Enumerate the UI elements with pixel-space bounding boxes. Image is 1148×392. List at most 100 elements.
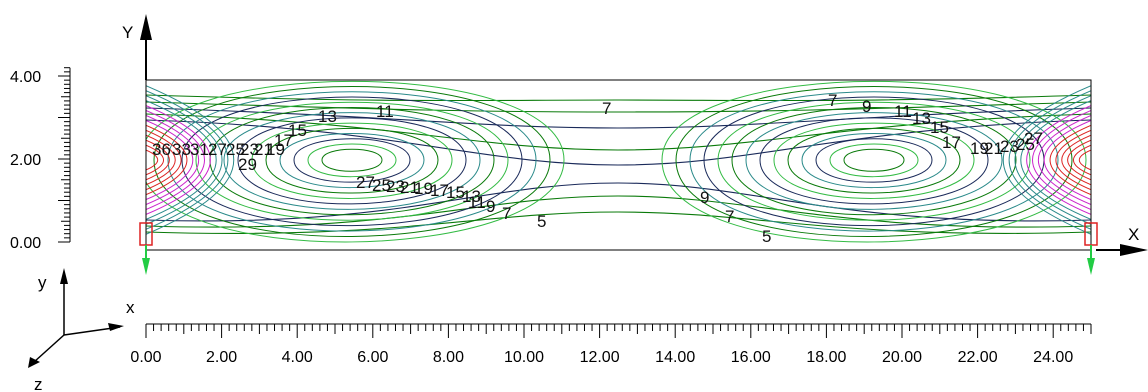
contour-fan-line: [1002, 85, 1091, 235]
contour-fan-line: [1026, 105, 1091, 215]
contour-loop: [223, 112, 481, 210]
contour-fan-line: [146, 100, 217, 220]
contour-fan-line: [146, 119, 194, 201]
contour-loop: [251, 122, 453, 199]
contour-loop: [731, 107, 1017, 216]
contour-loop: [209, 107, 495, 216]
global-x-axis: X: [1096, 225, 1148, 256]
local-x-label: x: [126, 298, 135, 317]
contour-label: 13: [318, 107, 337, 126]
contour-label: 7: [602, 99, 611, 118]
contour-loop: [829, 143, 919, 178]
contour-fan-line: [1067, 139, 1091, 181]
contour-label: 7: [502, 204, 511, 223]
beam-frame: [145, 79, 1092, 251]
contour-label: 11: [376, 102, 394, 121]
contour-loop: [237, 117, 467, 205]
contour-label: 9: [700, 188, 709, 207]
x-tick-label: 14.00: [655, 349, 695, 366]
x-tick-label: 2.00: [206, 349, 237, 366]
contour-fan-line: [1072, 144, 1091, 176]
contour-label: 23: [1000, 137, 1019, 156]
contour-fan-line: [146, 144, 165, 176]
contour-line: [146, 195, 1091, 228]
contour-line: [146, 182, 1091, 222]
x-tick-label: 8.00: [433, 349, 464, 366]
contour-label: 17: [430, 181, 449, 200]
local-z-label: z: [34, 375, 43, 392]
contour-label: 25: [226, 140, 245, 159]
contour-label: 11: [468, 193, 486, 212]
contour-label: 11: [894, 102, 912, 121]
contour-fan-line: [146, 95, 223, 225]
contour-fan-line: [146, 90, 229, 230]
x-tick-label: 12.00: [580, 349, 620, 366]
contour-fan-line: [1008, 90, 1091, 230]
x-tick-label: 24.00: [1033, 349, 1073, 366]
y-tick-label: 4.00: [10, 69, 41, 86]
contour-label: 25: [372, 176, 391, 195]
contour-label: 9: [862, 97, 871, 116]
x-tick-label: 10.00: [504, 349, 544, 366]
contour-loop: [265, 127, 439, 194]
contour-label: 17: [274, 131, 293, 150]
contour-loop: [815, 138, 933, 183]
contour-fan-line: [146, 149, 159, 171]
contour-label: 33: [172, 140, 191, 159]
contour-lines: [146, 80, 1091, 243]
x-tick-label: 18.00: [806, 349, 846, 366]
contour-fan-line: [146, 134, 176, 186]
contour-label: 19: [414, 179, 433, 198]
contour-label: 15: [288, 121, 307, 140]
contour-label: 13: [912, 109, 931, 128]
y-tick-label: 0.00: [10, 235, 41, 252]
contour-label: 27: [356, 173, 375, 192]
x-tick-label: 4.00: [282, 349, 313, 366]
contour-loop: [661, 80, 1087, 243]
contour-label: 29: [238, 155, 257, 174]
contour-loop: [279, 133, 425, 189]
contour-fan-line: [1032, 110, 1091, 210]
contour-label: 5: [537, 212, 546, 231]
x-ruler: 0.00 2.00 4.00 6.00 8.00 10.00 12.00 14.00 16.00…: [130, 323, 1092, 366]
contour-fan-line: [1043, 119, 1091, 201]
contour-fan-line: [146, 110, 205, 210]
local-axis-triad: y x z: [28, 268, 135, 392]
contour-loop: [787, 127, 961, 194]
contour-label: 9: [486, 197, 495, 216]
contour-loop: [293, 138, 411, 183]
contour-label: 23: [386, 177, 405, 196]
contour-loop: [307, 143, 397, 178]
contour-label: 27: [1024, 129, 1043, 148]
x-tick-label: 0.00: [130, 349, 161, 366]
contour-fan-line: [1078, 149, 1091, 171]
y-tick-label: 2.00: [10, 152, 41, 169]
contour-fan-line: [1014, 95, 1091, 225]
contour-line: [146, 211, 1091, 234]
contour-label: 21: [984, 139, 1003, 158]
contour-label: 23: [240, 140, 259, 159]
contour-label: 36: [152, 140, 171, 159]
x-tick-label: 6.00: [357, 349, 388, 366]
contour-loop: [773, 122, 975, 199]
contour-loop: [801, 133, 947, 189]
contour-loop: [745, 112, 1003, 210]
contour-label: 21: [400, 178, 419, 197]
contour-loop: [689, 91, 1059, 232]
contour-loop: [153, 86, 551, 237]
contour-line: [146, 113, 1091, 151]
left-support: [139, 222, 153, 275]
contour-loop: [843, 148, 905, 172]
contour-label: 25: [1016, 135, 1035, 154]
contour-fan-line: [1037, 114, 1091, 206]
contour-label: 5: [762, 227, 771, 246]
contour-loop: [146, 80, 565, 243]
contour-fan-line: [1049, 124, 1091, 196]
contour-label: 17: [942, 133, 961, 152]
contour-loop: [675, 86, 1073, 237]
contour-label: 15: [446, 183, 465, 202]
contour-line: [146, 94, 1091, 102]
contour-fan-line: [146, 139, 170, 181]
